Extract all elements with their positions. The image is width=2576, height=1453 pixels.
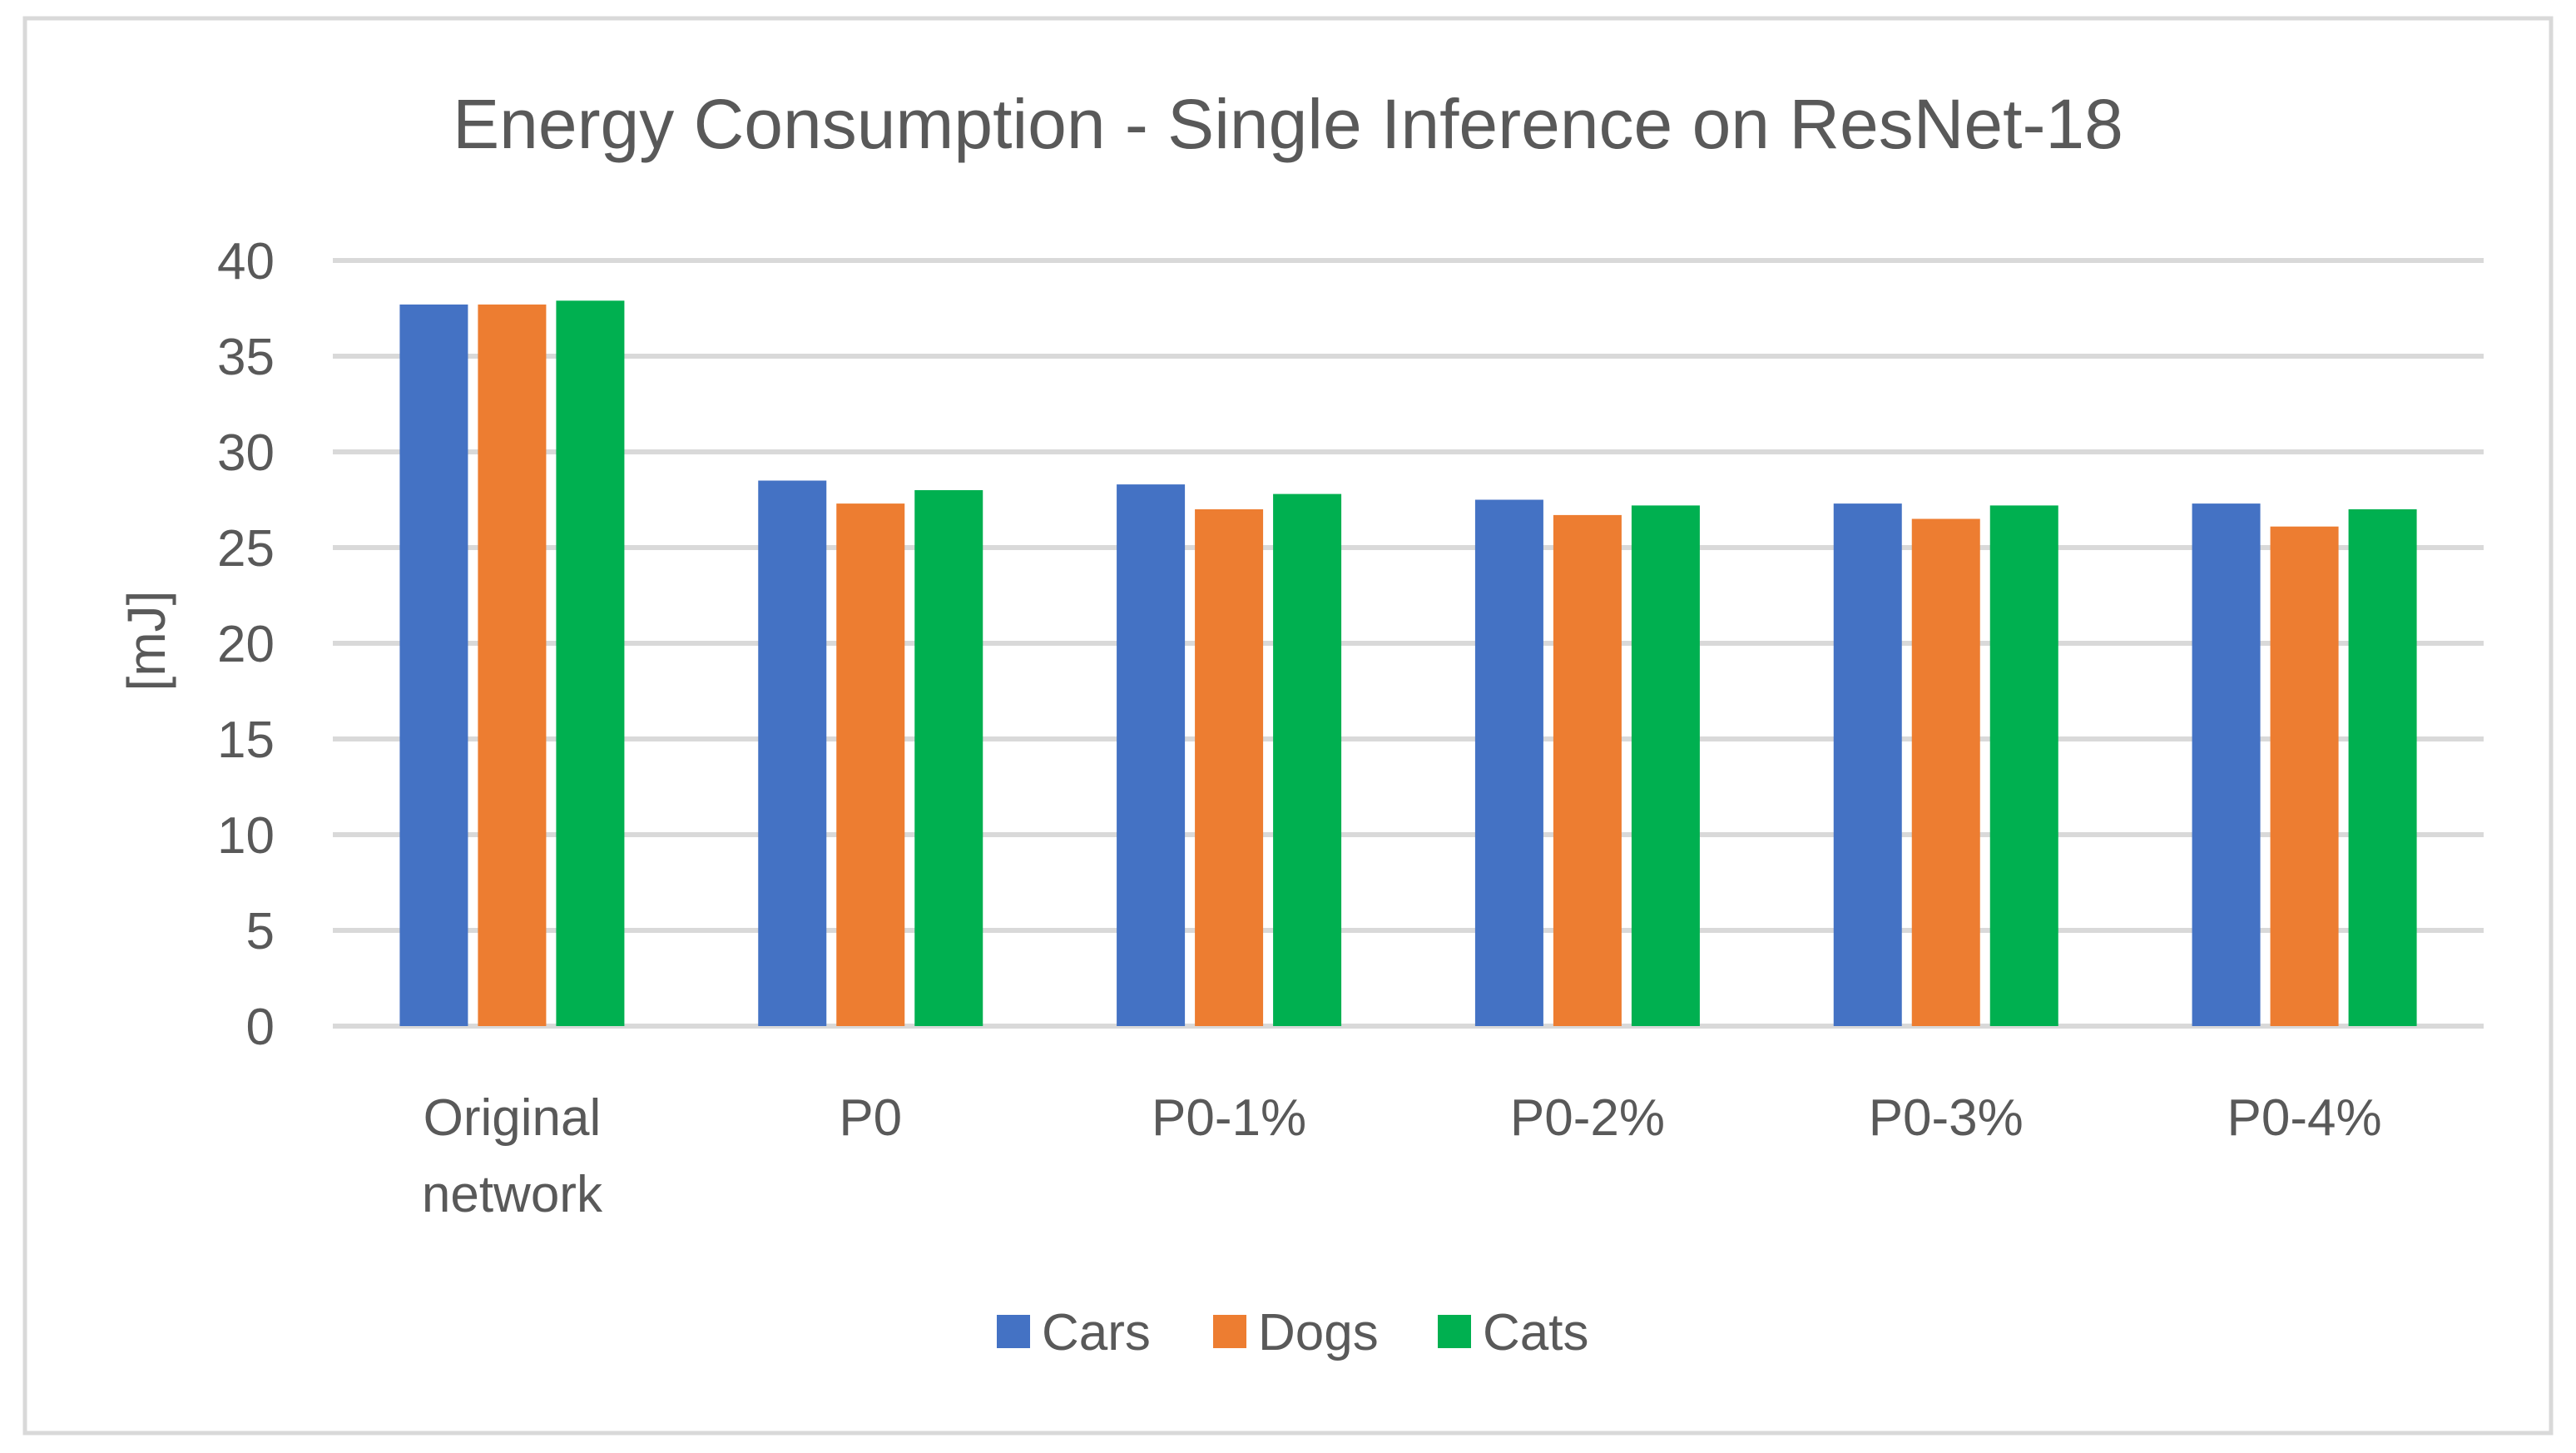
legend-label-cats: Cats bbox=[1483, 1304, 1588, 1361]
bar-dogs-2 bbox=[1195, 509, 1264, 1026]
bar-cars-3 bbox=[1474, 499, 1543, 1026]
y-tick-label: 30 bbox=[217, 424, 275, 482]
legend-label-dogs: Dogs bbox=[1258, 1304, 1379, 1361]
legend-swatch-cats bbox=[1438, 1315, 1471, 1348]
bar-dogs-3 bbox=[1553, 514, 1622, 1026]
bar-cars-4 bbox=[1833, 503, 1902, 1026]
y-axis-label: [mJ] bbox=[116, 591, 176, 692]
legend-swatch-dogs bbox=[1213, 1315, 1246, 1348]
bar-dogs-5 bbox=[2270, 526, 2339, 1026]
x-tick-label: Original bbox=[424, 1089, 602, 1147]
x-tick-label: P0-4% bbox=[2227, 1089, 2382, 1147]
bar-cats-0 bbox=[556, 300, 625, 1026]
x-tick-label: network bbox=[422, 1166, 603, 1223]
x-tick-label: P0-1% bbox=[1152, 1089, 1306, 1147]
x-tick-label: P0-3% bbox=[1869, 1089, 2024, 1147]
bar-cars-1 bbox=[758, 480, 827, 1026]
y-axis-ticks: 0 5 10 15 20 25 30 35 40 bbox=[217, 233, 275, 1056]
bar-dogs-4 bbox=[1911, 518, 1980, 1026]
bar-cars-2 bbox=[1117, 484, 1186, 1026]
bar-cats-2 bbox=[1273, 493, 1342, 1026]
y-tick-label: 35 bbox=[217, 329, 275, 386]
x-tick-label: P0 bbox=[839, 1089, 902, 1147]
y-tick-label: 40 bbox=[217, 233, 275, 290]
bars bbox=[399, 300, 2417, 1026]
y-tick-label: 10 bbox=[217, 807, 275, 865]
bar-cats-3 bbox=[1631, 505, 1700, 1026]
bar-dogs-0 bbox=[478, 304, 547, 1026]
gridlines bbox=[333, 258, 2484, 1029]
bar-dogs-1 bbox=[836, 503, 905, 1026]
bar-cats-1 bbox=[914, 490, 983, 1026]
bar-cats-5 bbox=[2348, 509, 2417, 1026]
chart-title: Energy Consumption - Single Inference on… bbox=[453, 85, 2123, 163]
y-tick-label: 25 bbox=[217, 520, 275, 578]
legend: Cars Dogs Cats bbox=[997, 1304, 1588, 1361]
x-tick-label: P0-2% bbox=[1510, 1089, 1665, 1147]
bar-cars-5 bbox=[2192, 503, 2261, 1026]
y-tick-label: 5 bbox=[246, 903, 275, 960]
y-tick-label: 20 bbox=[217, 616, 275, 673]
legend-label-cars: Cars bbox=[1042, 1304, 1151, 1361]
y-tick-label: 15 bbox=[217, 712, 275, 769]
y-tick-label: 0 bbox=[246, 999, 275, 1056]
bar-cats-4 bbox=[1989, 505, 2058, 1026]
bar-cars-0 bbox=[399, 304, 468, 1026]
x-axis-ticks: Original network P0 P0-1% P0-2% P0-3% P0-4% bbox=[422, 1089, 2382, 1223]
legend-swatch-cars bbox=[997, 1315, 1030, 1348]
